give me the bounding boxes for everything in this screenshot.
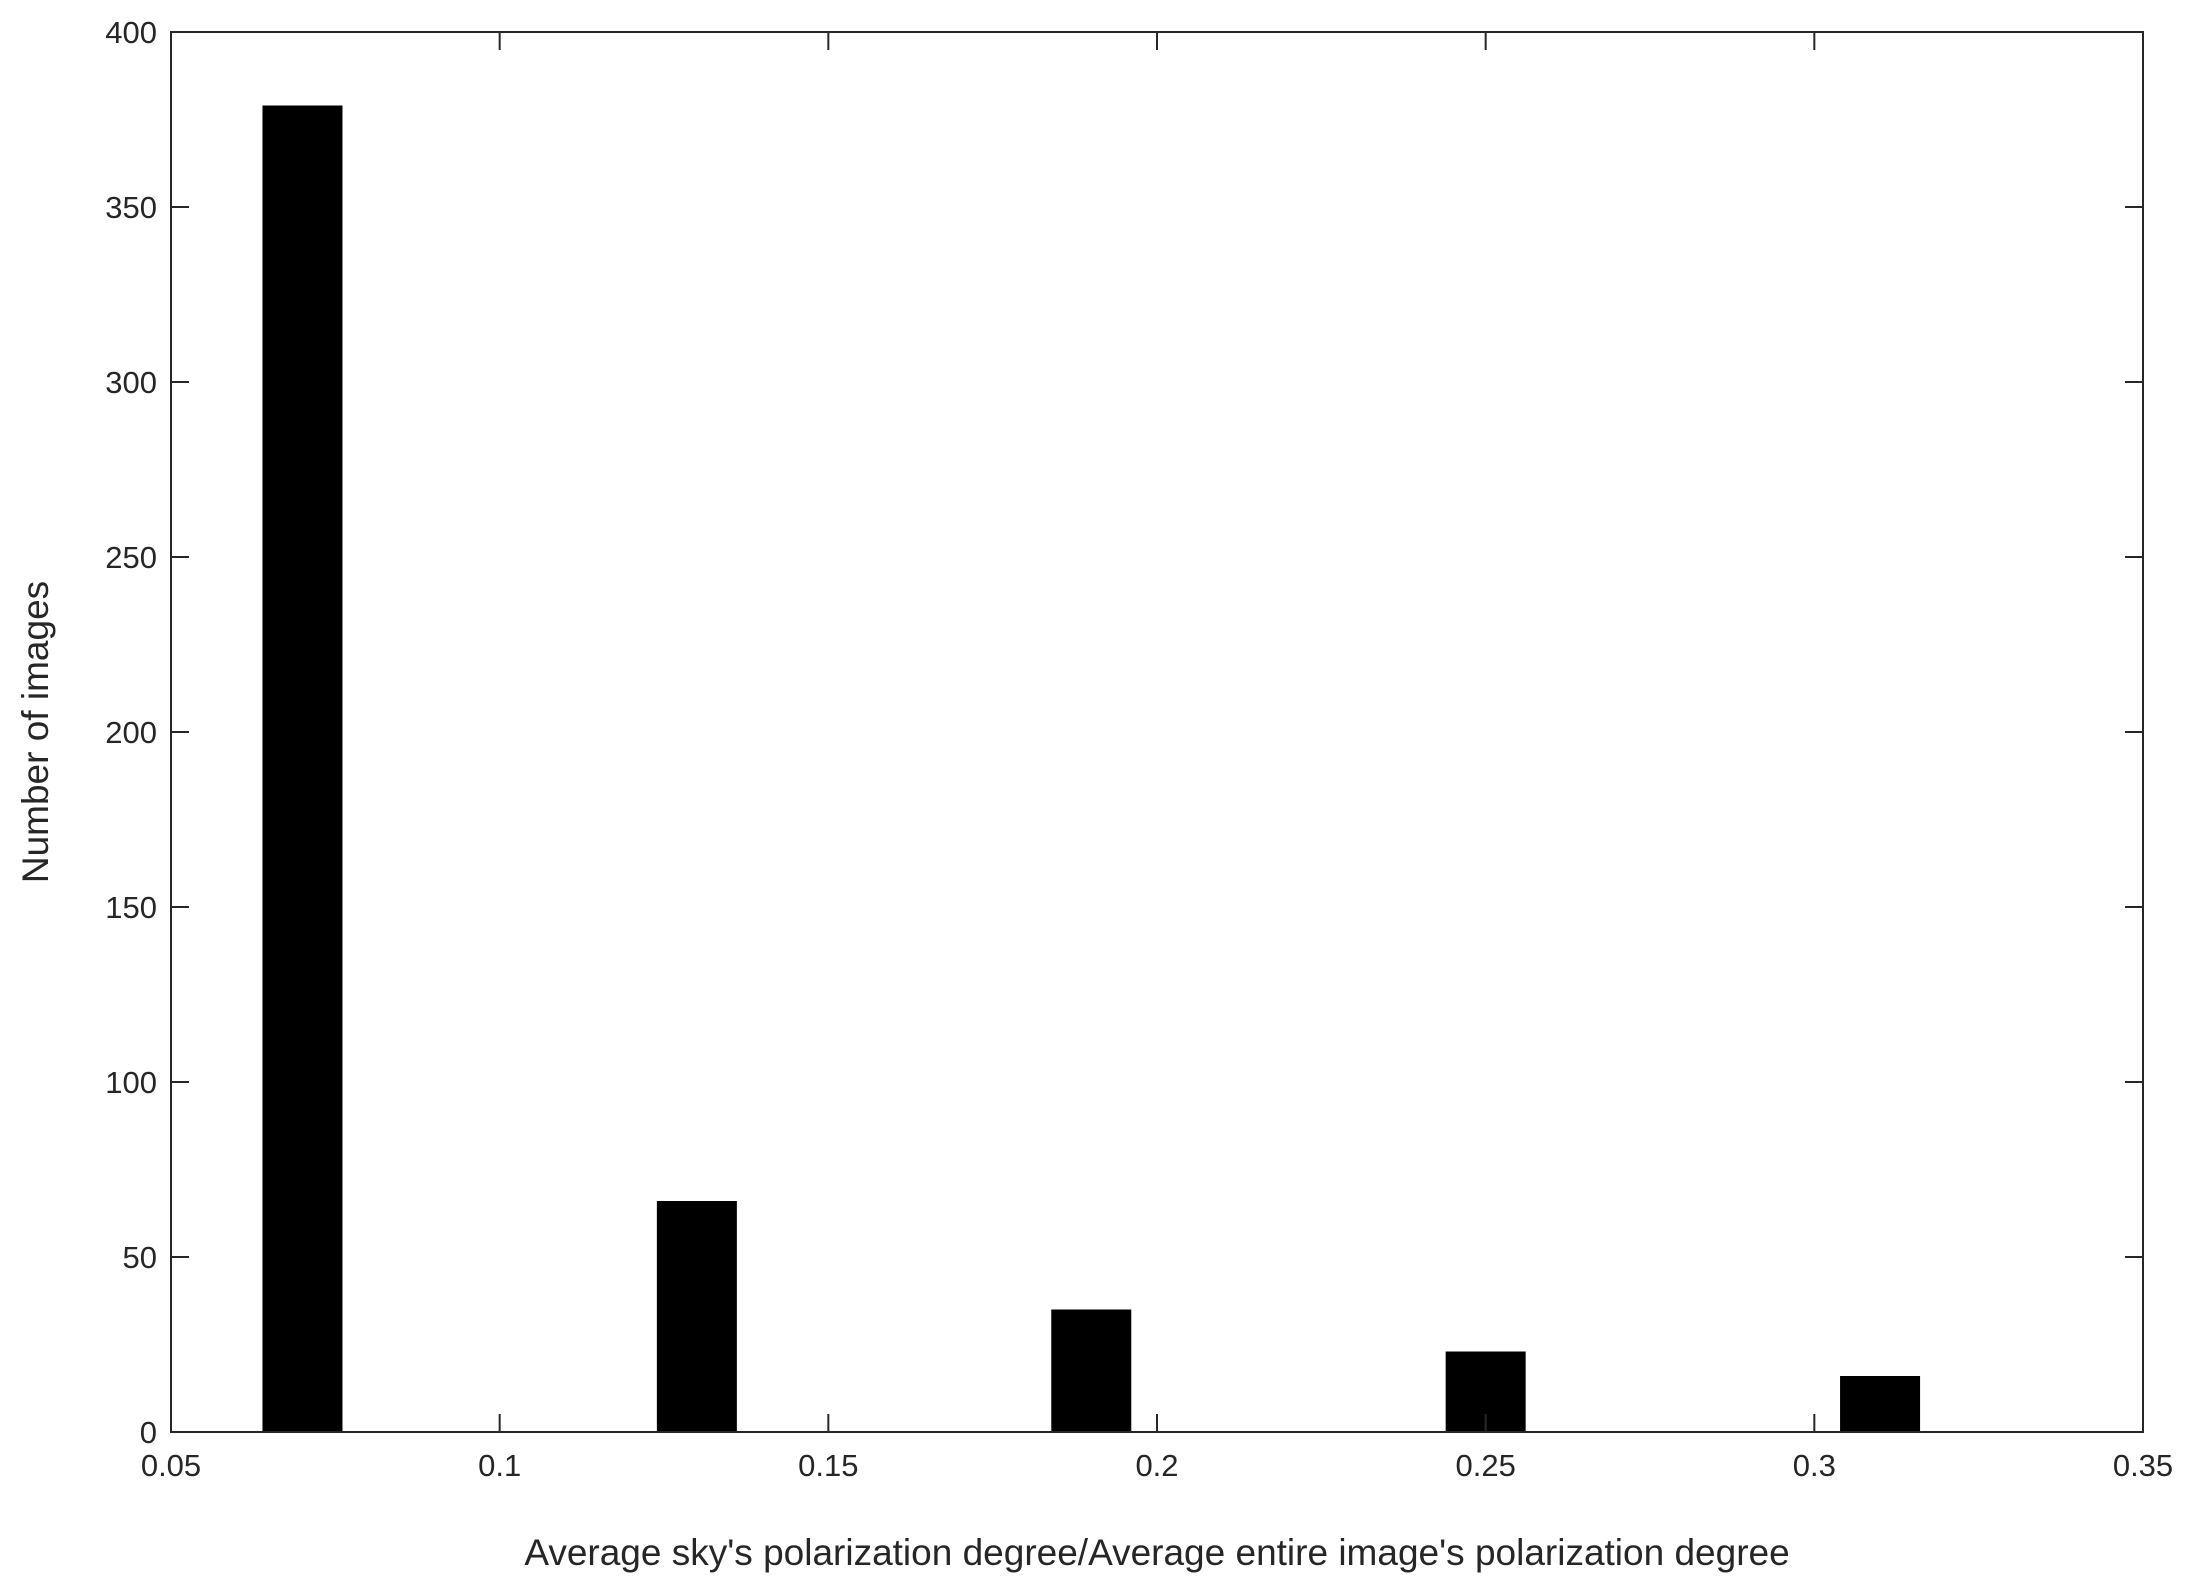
- x-tick-label: 0.25: [1455, 1448, 1515, 1483]
- bar: [656, 1201, 737, 1432]
- x-axis-label: Average sky's polarization degree/Averag…: [524, 1532, 1789, 1573]
- y-tick-label: 350: [105, 190, 157, 225]
- y-tick-label: 400: [105, 15, 157, 50]
- x-tick-label: 0.15: [798, 1448, 858, 1483]
- y-tick-label: 150: [105, 890, 157, 925]
- y-tick-label: 200: [105, 715, 157, 750]
- x-tick-label: 0.35: [2113, 1448, 2173, 1483]
- bar: [1840, 1376, 1921, 1432]
- y-tick-label: 300: [105, 365, 157, 400]
- x-tick-label: 0.05: [141, 1448, 201, 1483]
- x-tick-label: 0.3: [1793, 1448, 1836, 1483]
- y-tick-label: 50: [123, 1240, 157, 1275]
- y-tick-label: 100: [105, 1065, 157, 1100]
- bar: [262, 105, 343, 1432]
- plot-frame: [170, 31, 2144, 1433]
- y-tick-label: 0: [140, 1415, 157, 1450]
- y-tick-label: 250: [105, 540, 157, 575]
- x-tick-label: 0.1: [478, 1448, 521, 1483]
- bar: [1051, 1309, 1132, 1432]
- x-tick-label: 0.2: [1135, 1448, 1178, 1483]
- y-axis-label: Number of images: [15, 581, 56, 883]
